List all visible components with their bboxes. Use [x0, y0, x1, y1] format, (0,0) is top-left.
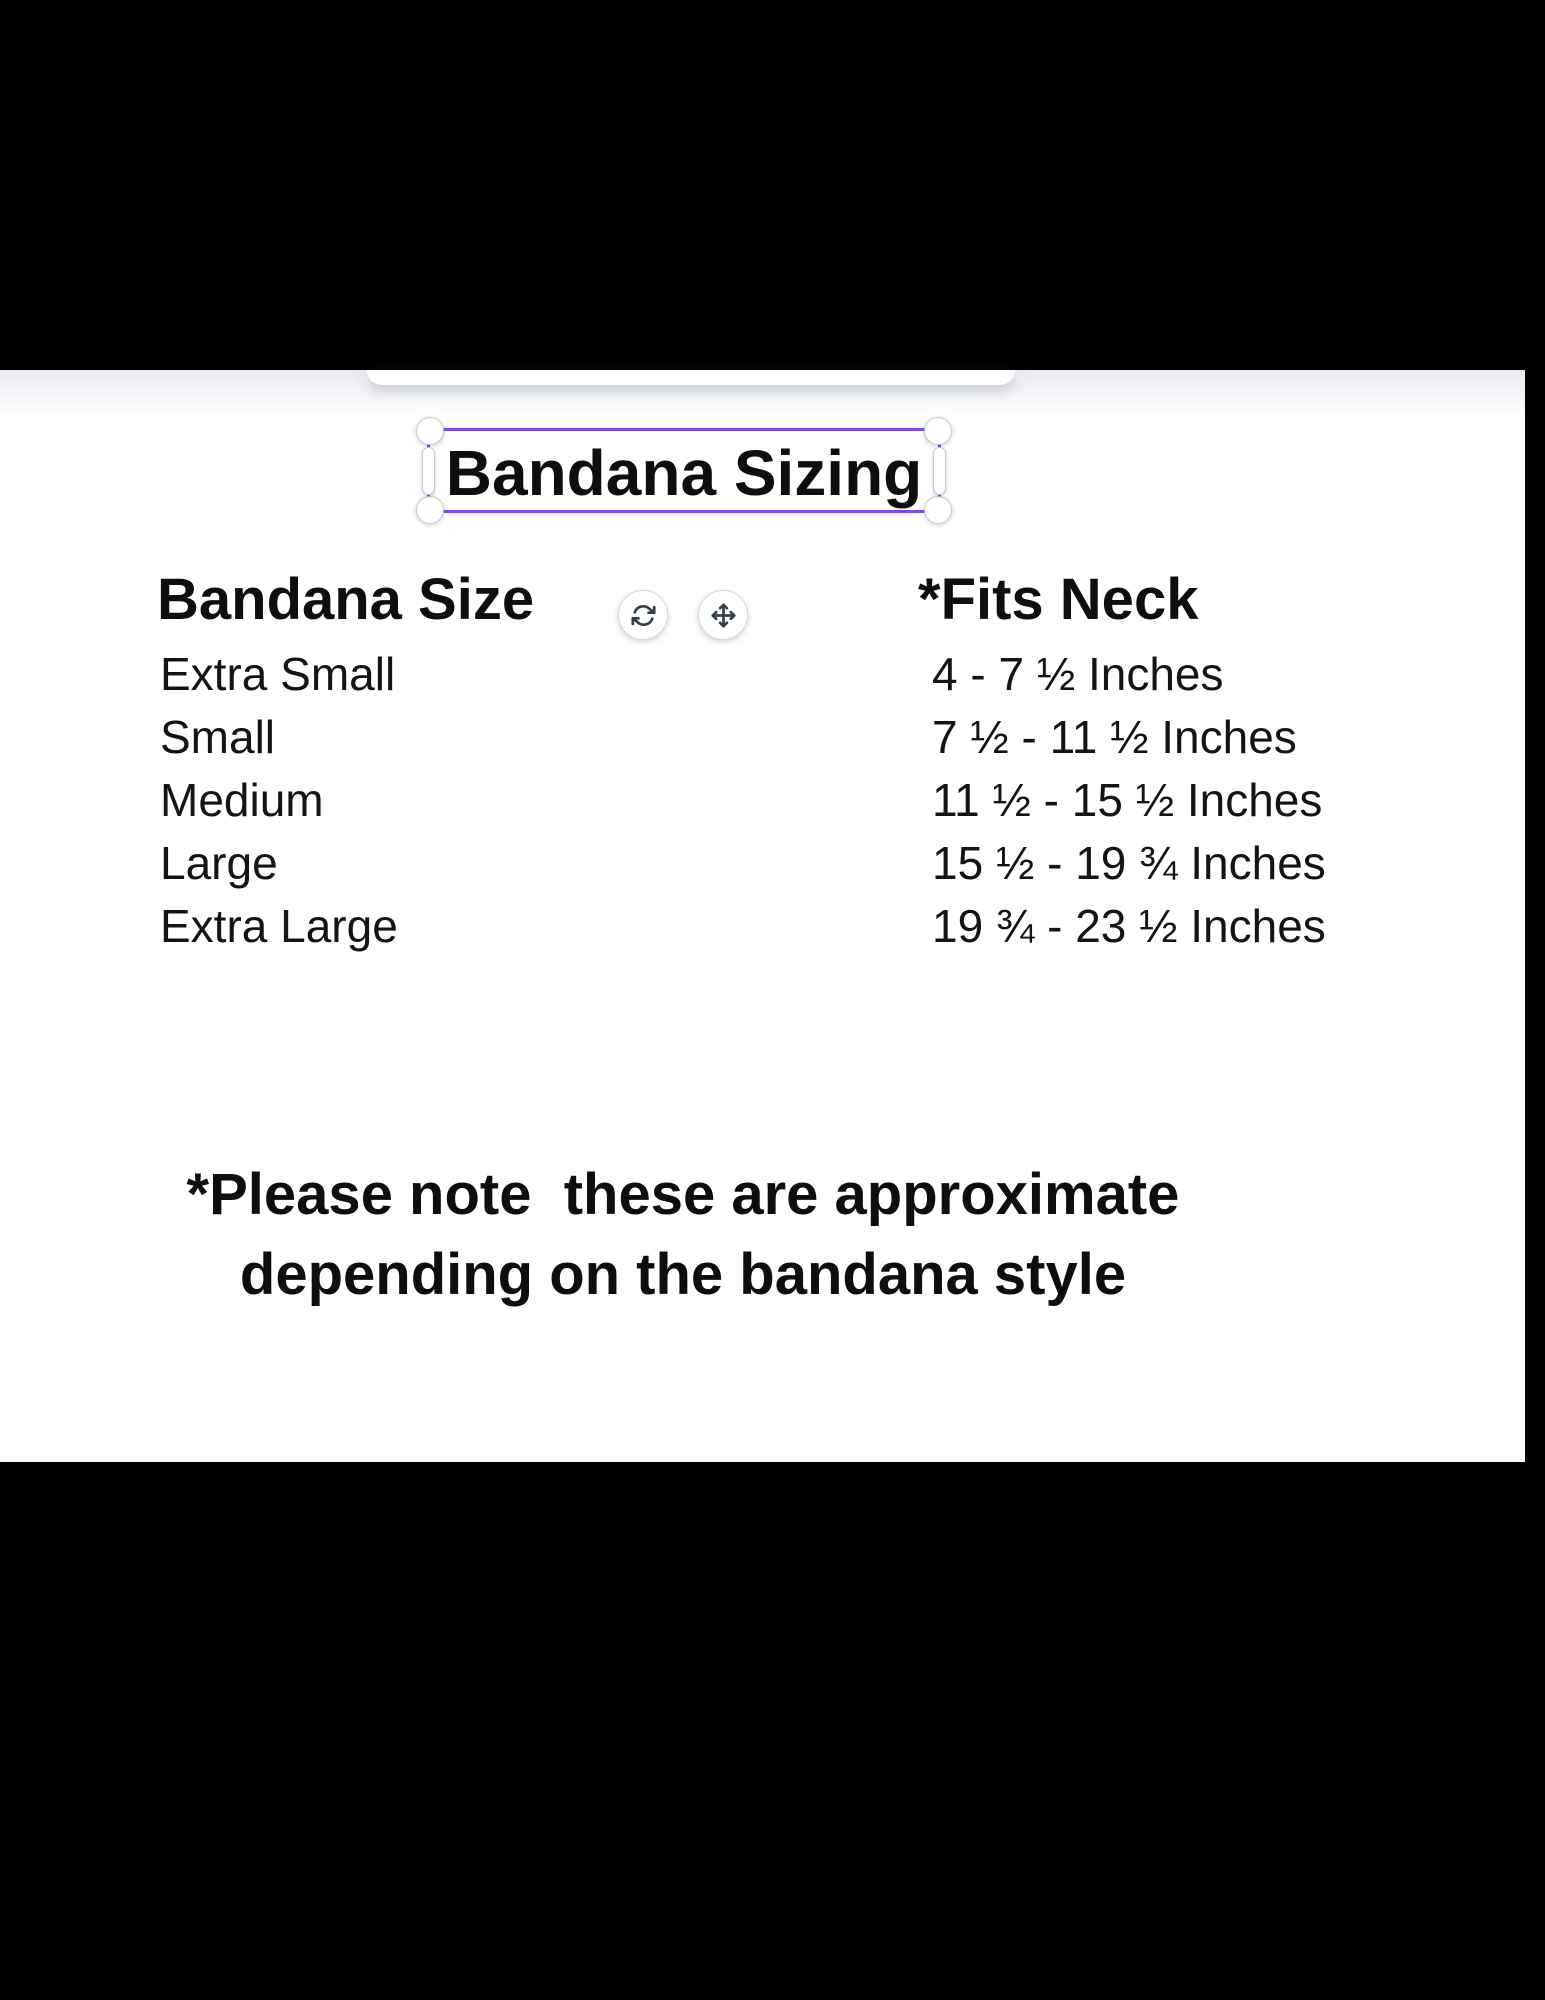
fits-cell: 15 ½ - 19 ¾ Inches — [932, 837, 1326, 889]
size-cell: Extra Small — [160, 648, 396, 700]
size-cell: Small — [160, 711, 276, 763]
design-canvas[interactable]: Bandana Sizing Bandana Size *Fits Neck E… — [0, 370, 1525, 1462]
width-handle-right[interactable] — [933, 446, 946, 495]
fits-cell: 7 ½ - 11 ½ Inches — [932, 711, 1297, 763]
fits-cell: 11 ½ - 15 ½ Inches — [932, 774, 1323, 826]
fits-cell: 19 ¾ - 23 ½ Inches — [932, 900, 1326, 952]
approximation-note[interactable]: *Please note these are approximate depen… — [186, 1162, 1180, 1307]
resize-handle-top-right[interactable] — [924, 417, 952, 445]
resize-handle-top-left[interactable] — [416, 417, 444, 445]
width-handle-left[interactable] — [422, 446, 435, 495]
resize-handle-bottom-left[interactable] — [416, 496, 444, 524]
move-icon — [710, 602, 736, 628]
selection-box: Bandana Sizing — [416, 417, 952, 524]
table-header-size[interactable]: Bandana Size — [157, 567, 535, 632]
move-button[interactable] — [698, 590, 748, 640]
fits-cell: 4 - 7 ½ Inches — [932, 648, 1224, 700]
fits-neck-column[interactable]: 4 - 7 ½ Inches 7 ½ - 11 ½ Inches 11 ½ - … — [932, 643, 1326, 958]
toolbar-card — [367, 370, 1015, 385]
size-cell: Medium — [160, 774, 324, 826]
resize-handle-bottom-right[interactable] — [924, 496, 952, 524]
size-column[interactable]: Extra Small Small Medium Large Extra Lar… — [160, 643, 398, 958]
table-header-fits-neck[interactable]: *Fits Neck — [918, 567, 1199, 632]
title-text[interactable]: Bandana Sizing — [445, 437, 923, 509]
rotate-icon — [630, 604, 656, 626]
size-cell: Large — [160, 837, 278, 889]
rotate-button[interactable] — [618, 590, 668, 640]
size-cell: Extra Large — [160, 900, 398, 952]
